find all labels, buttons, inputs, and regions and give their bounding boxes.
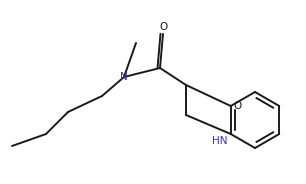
Text: O: O [159, 22, 167, 32]
Text: N: N [120, 72, 128, 82]
Text: HN: HN [212, 136, 228, 146]
Text: O: O [234, 101, 242, 111]
